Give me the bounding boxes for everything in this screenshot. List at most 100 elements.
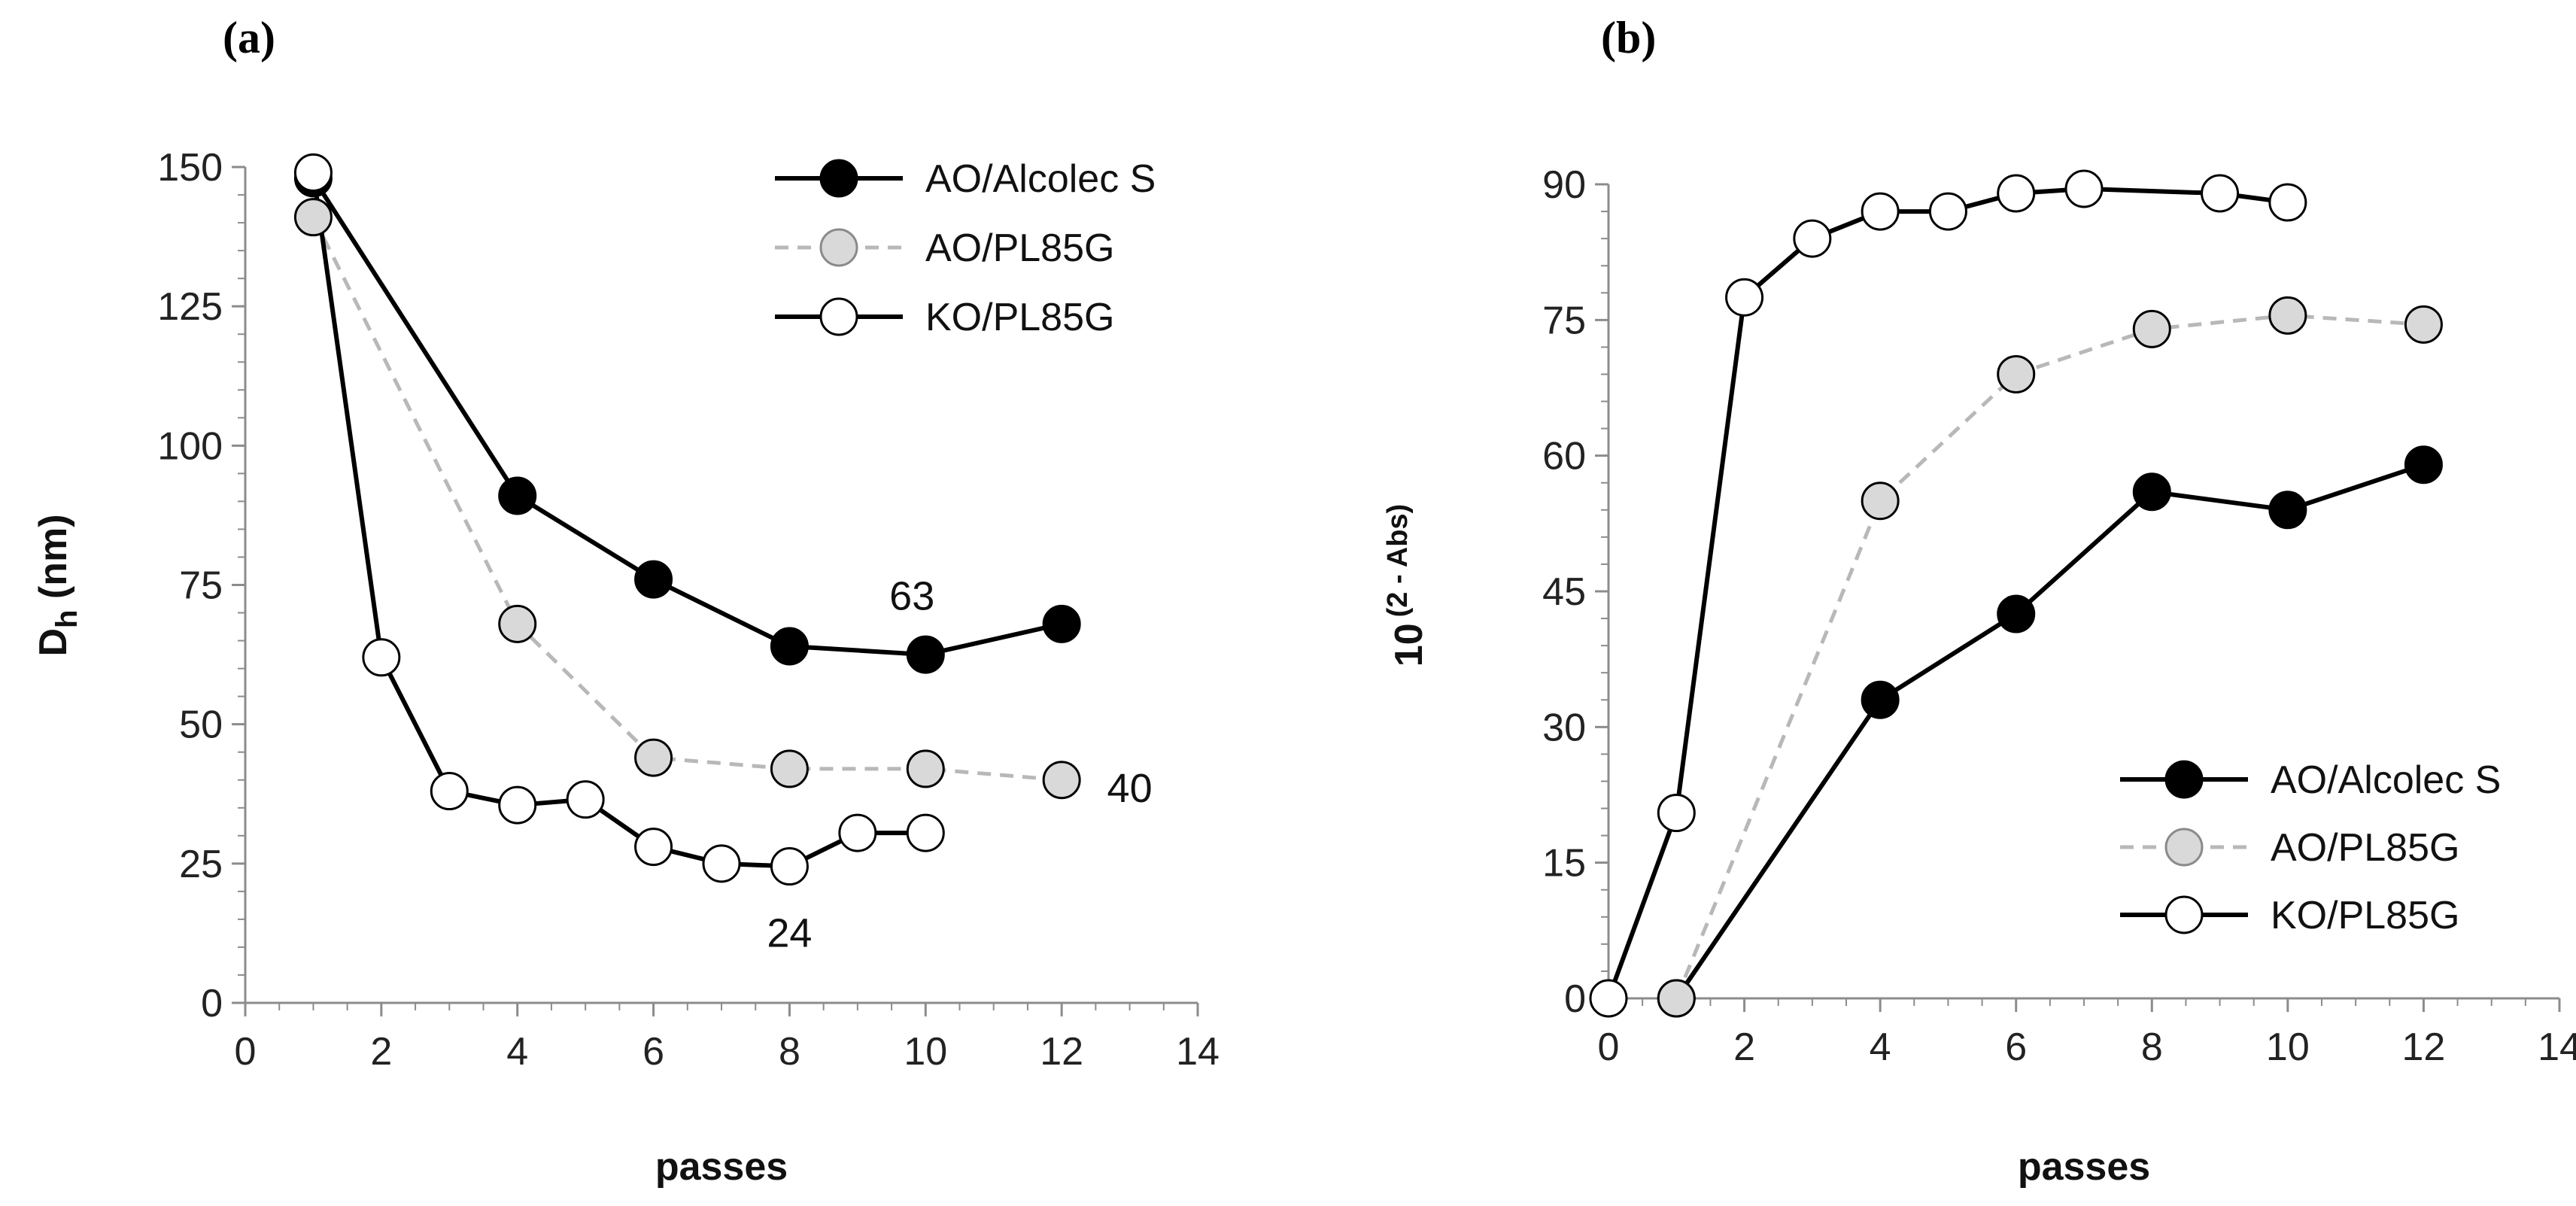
legend-marker-ko (819, 297, 858, 336)
data-point-ko (1997, 174, 2036, 213)
data-point-ko (634, 828, 673, 867)
y-tick-label: 0 (1564, 977, 1586, 1021)
data-point-pl85g (498, 604, 537, 643)
y-axis-title: 10 (2 - Abs) (1382, 504, 1431, 667)
y-tick-label: 45 (1542, 570, 1586, 614)
y-axis-title: Dh (nm) (32, 514, 84, 656)
y-axis-title-main: D (32, 628, 75, 657)
data-point-ko (1725, 278, 1764, 317)
x-tick-label: 0 (235, 1030, 257, 1074)
data-point-ko (1861, 192, 1900, 231)
y-tick-label: 15 (1542, 842, 1586, 886)
data-point-ko (2064, 169, 2104, 208)
legend-marker-alcolec (819, 159, 858, 198)
x-tick-label: 10 (2266, 1025, 2310, 1069)
data-point-alcolec (2132, 472, 2171, 512)
data-point-ko (838, 813, 877, 852)
legend-label: AO/Alcolec S (2271, 758, 2501, 802)
data-label: 40 (1107, 766, 1153, 811)
data-point-pl85g (1861, 481, 1900, 521)
data-point-ko (1793, 219, 1832, 258)
x-tick-label: 0 (1598, 1025, 1620, 1069)
x-tick-label: 8 (2141, 1025, 2163, 1069)
y-tick-label: 150 (157, 146, 223, 190)
data-point-ko (430, 772, 469, 811)
y-tick-label: 125 (157, 285, 223, 329)
data-point-alcolec (770, 627, 809, 666)
x-tick-label: 4 (506, 1030, 528, 1074)
data-point-ko (702, 844, 741, 883)
data-point-alcolec (1861, 680, 1900, 719)
legend-label: AO/PL85G (925, 226, 1114, 270)
chart-b: 0 15 30 45 60 75 90 0 2 4 6 8 10 12 14 passes 10 (2 - Abs… (1382, 163, 2576, 1189)
series-line-alcolec (311, 177, 1062, 658)
y-tick-label: 75 (1542, 299, 1586, 342)
data-point-ko (1657, 794, 1696, 833)
data-point-alcolec (1997, 594, 2036, 633)
data-point-pl85g (2132, 309, 2171, 348)
legend-label: KO/PL85G (2271, 894, 2459, 937)
data-label: 63 (889, 573, 934, 618)
y-tick-label: 25 (179, 843, 223, 886)
data-point-ko (2201, 174, 2240, 213)
data-point-ko (362, 638, 401, 677)
data-point-pl85g (293, 198, 333, 237)
x-tick-label: 8 (779, 1030, 800, 1074)
legend-label: KO/PL85G (925, 296, 1114, 339)
series-line-pl85g (1674, 313, 2424, 999)
data-point-ko (498, 785, 537, 825)
x-tick-label: 12 (1040, 1030, 1083, 1074)
data-point-alcolec (2404, 445, 2443, 485)
data-point-ko (2268, 183, 2307, 222)
x-axis-title: passes (2018, 1145, 2150, 1189)
y-axis-title-sub: h (50, 610, 84, 628)
x-tick-label: 6 (642, 1030, 664, 1074)
data-point-pl85g (770, 749, 809, 788)
data-point-alcolec (634, 560, 673, 599)
data-point-pl85g (906, 749, 945, 788)
legend-label: AO/Alcolec S (925, 157, 1156, 201)
data-point-ko (906, 813, 945, 852)
y-tick-label: 100 (157, 424, 223, 468)
x-tick-label: 12 (2402, 1025, 2446, 1069)
x-tick-label: 2 (1733, 1025, 1755, 1069)
legend: AO/Alcolec S AO/PL85G KO/PL85G (775, 157, 1156, 339)
data-point-pl85g (634, 738, 673, 777)
legend-marker-ko (2164, 895, 2204, 934)
panel-b-label: (b) (1601, 13, 1656, 62)
data-point-pl85g (2268, 296, 2307, 335)
data-point-alcolec (2268, 491, 2307, 530)
x-tick-label: 6 (2005, 1025, 2027, 1069)
data-point-ko (1928, 192, 1967, 231)
y-axis-title-main: 10 (1387, 623, 1431, 667)
x-tick-label: 2 (370, 1030, 392, 1074)
series-line-ko (311, 172, 926, 869)
data-point-alcolec (906, 635, 945, 674)
data-point-ko (566, 780, 605, 819)
x-tick-label: 14 (2538, 1025, 2576, 1069)
legend-marker-pl85g (2164, 828, 2204, 867)
x-tick-label: 10 (904, 1030, 947, 1074)
legend-marker-alcolec (2164, 760, 2204, 799)
data-point-pl85g (1657, 979, 1696, 1018)
series-line-alcolec (1674, 462, 2425, 1000)
series-line-ko (1606, 187, 2289, 1000)
data-point-ko (1589, 979, 1628, 1018)
y-tick-label: 90 (1542, 163, 1586, 207)
x-axis-title: passes (655, 1145, 788, 1189)
data-point-ko (770, 847, 809, 886)
panel-a-label: (a) (223, 13, 275, 62)
x-tick-label: 14 (1176, 1030, 1220, 1074)
data-label: 24 (767, 910, 812, 955)
data-point-pl85g (2404, 305, 2443, 344)
data-point-alcolec (1042, 604, 1081, 643)
data-point-pl85g (1997, 354, 2036, 393)
y-tick-label: 50 (179, 703, 223, 747)
legend-marker-pl85g (819, 228, 858, 267)
y-tick-label: 0 (201, 982, 223, 1025)
data-point-ko (293, 153, 333, 192)
x-tick-label: 4 (1870, 1025, 1891, 1069)
data-point-pl85g (1042, 761, 1081, 800)
